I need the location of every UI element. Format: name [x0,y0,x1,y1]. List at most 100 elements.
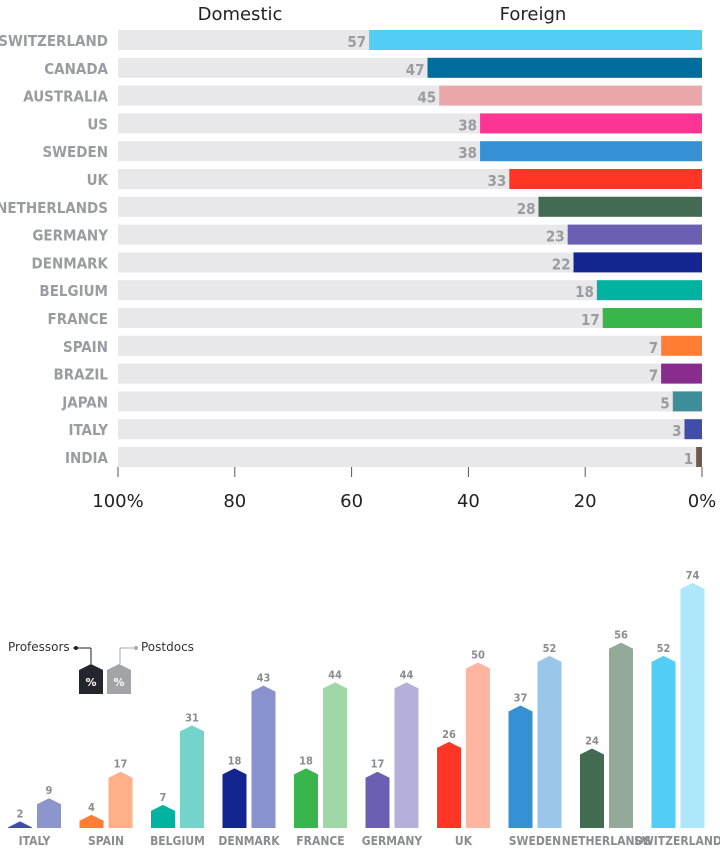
bar-background-germany [118,224,702,245]
bar-foreign-spain [661,335,702,356]
header-foreign: Foreign [500,4,567,25]
bar-professors-sweden [508,705,533,828]
bar-value-italy: 3 [672,422,681,440]
vertical-bar-chart: 2 9 ITALY 4 17 SPAIN 7 31 BELGIUM 18 43 DENMARK 18 44… [8,569,720,848]
country-label-uk: UK [87,171,109,189]
bar-value-postdocs-belgium: 31 [185,711,199,724]
country-label-sweden: SWEDEN [42,143,108,161]
x-axis: 100% 80 60 40 20 0% [92,467,716,512]
bar-value-professors-switzerland: 52 [657,642,671,655]
legend: Professors % Postdocs % [8,640,194,694]
bar-value-postdocs-switzerland: 74 [686,569,700,582]
bar-row-sweden: SWEDEN 38 [42,141,702,162]
bar-value-sweden: 38 [458,144,477,162]
x-tick-label: 20 [574,491,597,512]
bar-value-netherlands: 28 [517,200,536,218]
bar-value-denmark: 22 [552,255,571,273]
bar-value-australia: 45 [417,89,436,107]
bar-value-professors-germany: 17 [371,758,385,771]
country-label-germany: GERMANY [32,227,108,245]
bar-professors-germany [365,771,390,828]
bar-professors-netherlands [580,748,604,828]
bar-foreign-us [480,113,702,134]
x-tick-label: 100% [92,491,143,512]
bar-row-japan: JAPAN 5 [61,391,702,412]
bar-professors-italy [8,821,32,828]
country-label-italy: ITALY [68,421,108,439]
bar-value-postdocs-spain: 17 [114,758,128,771]
bar-foreign-brazil [661,363,702,384]
bar-value-postdocs-italy: 9 [46,784,53,797]
category-label-italy: ITALY [19,834,51,848]
bar-value-india: 1 [684,450,693,468]
bar-foreign-australia [439,85,702,106]
bar-foreign-italy [684,419,702,440]
bar-value-brazil: 7 [649,367,658,385]
bar-foreign-sweden [480,141,702,162]
bar-value-professors-sweden: 37 [514,692,528,705]
bar-row-france: FRANCE 17 [48,308,702,329]
country-label-belgium: BELGIUM [39,282,108,300]
bar-group-belgium: 7 31 BELGIUM [150,711,205,848]
bar-foreign-canada [427,57,702,78]
bar-postdocs-germany [394,682,419,828]
legend-postdocs-symbol: % [113,676,124,689]
bar-row-germany: GERMANY 23 [32,224,702,246]
category-label-uk: UK [455,834,473,848]
bar-professors-uk [437,741,461,828]
bar-value-professors-italy: 2 [17,807,24,820]
country-label-netherlands: NETHERLANDS [0,199,108,217]
bar-row-spain: SPAIN 7 [63,335,702,357]
country-label-india: INDIA [65,449,109,467]
legend-professors-swatch [79,664,103,694]
bar-row-australia: AUSTRALIA 45 [23,85,702,107]
bar-postdocs-switzerland [680,583,705,828]
bar-foreign-france [602,308,702,328]
bar-value-japan: 5 [660,394,669,412]
country-label-brazil: BRAZIL [53,366,108,384]
bar-value-postdocs-france: 44 [328,668,342,681]
bar-value-professors-uk: 26 [442,728,456,741]
bar-foreign-germany [567,224,702,245]
bar-postdocs-belgium [180,725,204,828]
bar-foreign-japan [672,391,702,412]
legend-professors-dot [74,646,78,650]
legend-postdocs-swatch [107,664,131,694]
category-label-switzerland: SWITZERLAND [634,834,720,848]
bar-foreign-india [696,447,702,467]
bar-value-professors-denmark: 18 [228,754,242,767]
bar-value-switzerland: 57 [347,33,366,51]
bar-group-italy: 2 9 ITALY [8,784,61,848]
bar-value-postdocs-netherlands: 56 [614,629,628,642]
bar-postdocs-denmark [251,685,276,828]
bar-value-spain: 7 [649,339,658,357]
bar-value-professors-france: 18 [299,754,313,767]
country-label-denmark: DENMARK [32,254,109,272]
bar-value-belgium: 18 [575,283,594,301]
bar-value-professors-belgium: 7 [160,791,167,804]
bar-row-italy: ITALY 3 [68,419,702,440]
x-tick-label: 60 [340,491,363,512]
bar-postdocs-france [323,682,347,828]
legend-professors-label: Professors [8,640,70,654]
bar-group-switzerland: 52 74 SWITZERLAND [634,569,720,848]
bar-background-france [118,308,702,328]
bar-row-denmark: DENMARK 22 [32,252,702,273]
country-label-us: US [87,115,108,133]
bar-value-postdocs-uk: 50 [471,648,485,661]
bar-postdocs-uk [466,662,490,828]
category-label-france: FRANCE [296,834,344,848]
legend-postdocs-dot [134,646,138,650]
legend-postdocs-label: Postdocs [141,640,194,654]
bar-group-germany: 17 44 GERMANY [362,668,423,848]
bar-background-india [118,447,702,467]
bar-value-postdocs-germany: 44 [400,668,414,681]
bar-background-spain [118,335,702,356]
bar-group-netherlands: 24 56 NETHERLANDS [562,629,652,848]
bar-postdocs-sweden [537,655,562,828]
country-label-japan: JAPAN [61,393,108,411]
bar-group-sweden: 37 52 SWEDEN [508,642,562,848]
bar-value-germany: 23 [546,228,565,246]
bar-professors-denmark [222,768,247,828]
